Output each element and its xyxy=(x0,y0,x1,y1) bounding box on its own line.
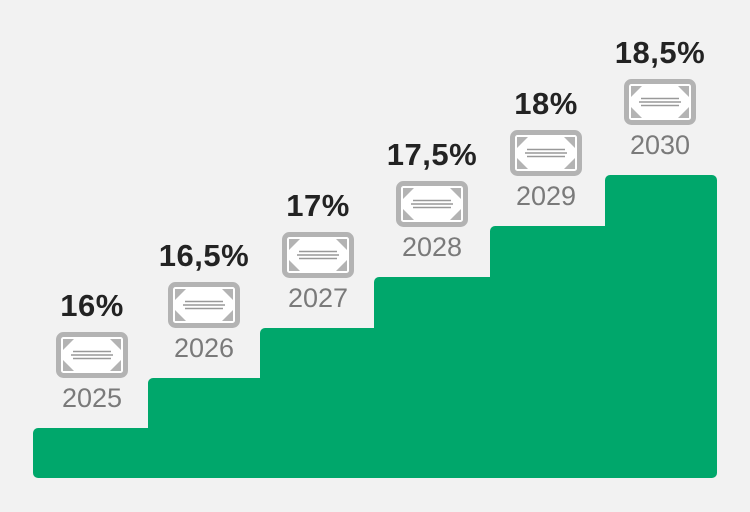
year-label: 2029 xyxy=(515,181,577,211)
percent-label: 18,5% xyxy=(614,35,706,70)
year-label: 2025 xyxy=(61,383,123,413)
year-label: 2026 xyxy=(173,333,235,363)
banknote-icon xyxy=(168,282,240,328)
bar-2028 xyxy=(374,277,491,478)
year-label: 2030 xyxy=(629,130,691,160)
bar-2027 xyxy=(260,328,375,478)
bar-2026 xyxy=(148,378,261,478)
percent-label: 16,5% xyxy=(158,238,250,273)
year-group-2027: 17% 2027 xyxy=(253,188,383,313)
percent-label: 18% xyxy=(514,86,578,121)
year-label: 2028 xyxy=(401,232,463,262)
banknote-icon xyxy=(282,232,354,278)
percent-label: 17% xyxy=(286,188,350,223)
banknote-icon xyxy=(56,332,128,378)
banknote-icon xyxy=(510,130,582,176)
year-group-2026: 16,5% 2026 xyxy=(139,238,269,363)
bar-2030 xyxy=(605,175,717,478)
bar-2029 xyxy=(490,226,606,478)
bar-2025 xyxy=(33,428,149,478)
year-group-2030: 18,5% 2030 xyxy=(595,35,725,160)
year-group-2028: 17,5% 2028 xyxy=(367,137,497,262)
banknote-icon xyxy=(396,181,468,227)
year-group-2029: 18% 2029 xyxy=(481,86,611,211)
banknote-icon xyxy=(624,79,696,125)
percent-label: 17,5% xyxy=(386,137,478,172)
percent-label: 16% xyxy=(60,288,124,323)
year-label: 2027 xyxy=(287,283,349,313)
year-group-2025: 16% 2025 xyxy=(27,288,157,413)
